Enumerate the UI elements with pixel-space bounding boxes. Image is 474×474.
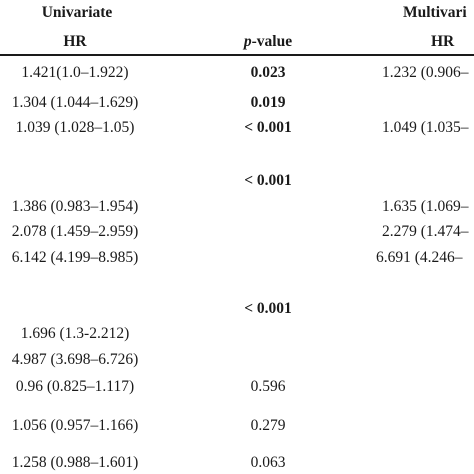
p-value-cell: < 0.001: [244, 172, 292, 189]
uni-hr-cell: 0.96 (0.825–1.117): [15, 378, 135, 395]
uni-hr-cell: 6.142 (4.199–8.985): [11, 249, 139, 266]
univariate-header: Univariate: [41, 4, 113, 21]
multivariate-header: Multivari: [403, 4, 467, 21]
multi-hr-cell: 6.691 (4.246–: [376, 249, 463, 266]
multi-hr-cell: 1.049 (1.035–: [382, 119, 469, 136]
uni-hr-cell: 1.421(1.0–1.922): [21, 64, 129, 81]
multi-hr-cell: 1.232 (0.906–: [382, 64, 469, 81]
hr-header-univariate: HR: [63, 33, 87, 50]
multi-hr-cell: 1.635 (1.069–: [382, 198, 469, 215]
multi-hr-cell: 2.279 (1.474–: [382, 223, 469, 240]
uni-hr-cell: 1.039 (1.028–1.05): [15, 119, 135, 136]
uni-hr-cell: 1.696 (1.3-2.212): [20, 325, 130, 342]
p-value-cell: 0.063: [250, 454, 286, 471]
uni-hr-cell: 2.078 (1.459–2.959): [11, 223, 139, 240]
uni-hr-cell: 4.987 (3.698–6.726): [11, 351, 139, 368]
p-letter: p: [243, 33, 252, 50]
uni-hr-cell: 1.258 (0.988–1.601): [11, 454, 139, 471]
p-value-header: p-value: [244, 34, 292, 50]
uni-hr-cell: 1.304 (1.044–1.629): [11, 94, 139, 111]
p-value-cell: 0.023: [250, 64, 286, 81]
p-value-cell: 0.019: [250, 94, 286, 111]
p-value-cell: < 0.001: [244, 119, 292, 136]
p-value-cell: 0.279: [250, 417, 286, 434]
p-value-cell: 0.596: [250, 378, 286, 395]
uni-hr-cell: 1.386 (0.983–1.954): [11, 198, 139, 215]
p-value-cell: < 0.001: [244, 300, 292, 317]
header-rule: [0, 54, 474, 56]
hr-header-multivariate: HR: [431, 33, 455, 50]
uni-hr-cell: 1.056 (0.957–1.166): [11, 417, 139, 434]
p-value-suffix: -value: [251, 33, 293, 50]
